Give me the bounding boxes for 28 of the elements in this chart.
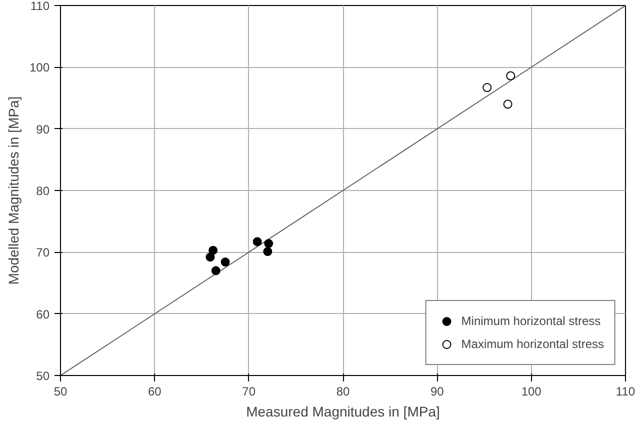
x-tick-label: 90 xyxy=(430,384,444,398)
x-tick-label: 80 xyxy=(336,384,350,398)
point xyxy=(252,237,262,246)
y-tick-label: 110 xyxy=(30,0,50,13)
point xyxy=(263,247,272,256)
y-tick-label: 80 xyxy=(36,184,50,198)
y-tick-label: 100 xyxy=(29,60,50,75)
y-tick-label: 90 xyxy=(36,122,50,136)
point xyxy=(506,71,516,80)
y-axis-title: Modelled Magnitudes in [MPa] xyxy=(5,96,22,285)
y-tick-label: 60 xyxy=(36,307,50,322)
x-tick-label: 100 xyxy=(521,384,542,398)
legend-label: Minimum horizontal stress xyxy=(461,314,601,328)
x-tick-label: 60 xyxy=(148,384,162,398)
x-axis-title: Measured Magnitudes in [MPa] xyxy=(246,404,440,420)
point xyxy=(220,258,230,267)
y-tick-label: 50 xyxy=(36,369,50,383)
x-tick-label: 70 xyxy=(242,384,256,398)
point xyxy=(208,246,218,255)
x-tick-label: 110 xyxy=(616,384,635,398)
legend-label: Maximum horizontal stress xyxy=(461,337,604,351)
x-tick-label: 50 xyxy=(54,384,68,398)
point xyxy=(211,266,220,276)
point xyxy=(482,83,492,92)
point xyxy=(503,100,512,109)
point xyxy=(206,252,215,262)
y-tick-label: 70 xyxy=(36,246,50,260)
point xyxy=(264,239,274,248)
